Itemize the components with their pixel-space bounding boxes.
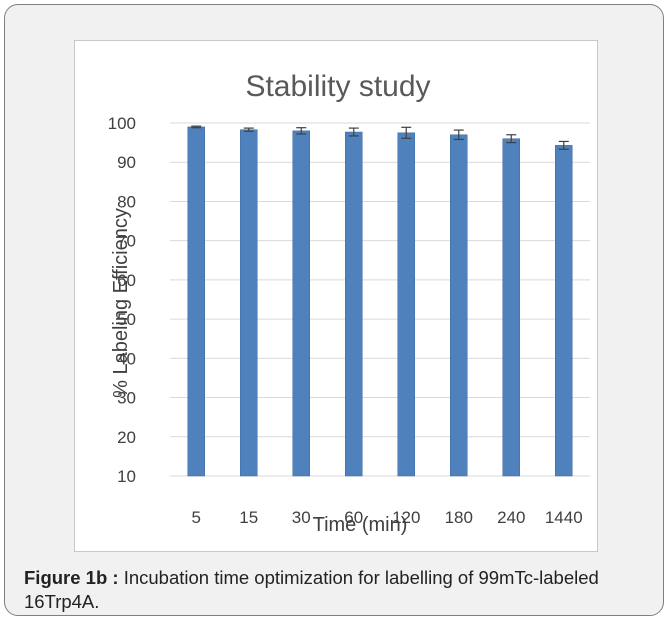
x-tick-label: 120 bbox=[392, 508, 420, 527]
bar bbox=[292, 130, 310, 477]
y-tick-label: 40 bbox=[117, 349, 136, 368]
caption-text: Incubation time optimization for labelli… bbox=[24, 567, 599, 612]
caption-label: Figure 1b : bbox=[24, 567, 119, 588]
y-tick-label: 10 bbox=[117, 467, 136, 486]
x-tick-label: 60 bbox=[344, 508, 363, 527]
y-tick-label: 20 bbox=[117, 428, 136, 447]
bar bbox=[502, 138, 520, 477]
figure-caption: Figure 1b : Incubation time optimization… bbox=[24, 566, 644, 614]
x-tick-label: 180 bbox=[445, 508, 473, 527]
y-tick-label: 60 bbox=[117, 271, 136, 290]
y-tick-label: 100 bbox=[108, 114, 136, 133]
bar bbox=[397, 132, 415, 477]
bar bbox=[555, 145, 573, 477]
y-axis-title: % Labeling Efficiency bbox=[110, 208, 132, 398]
bar bbox=[450, 134, 468, 477]
chart-title: Stability study bbox=[245, 70, 430, 103]
bar-chart: Stability study 10 20 30 40 50 60 70 80 90 100 5 15 3… bbox=[108, 70, 590, 536]
y-tick-label: 50 bbox=[117, 310, 136, 329]
y-tick-label: 70 bbox=[117, 232, 136, 251]
x-tick-label: 5 bbox=[192, 508, 201, 527]
x-tick-label: 15 bbox=[239, 508, 258, 527]
y-tick-label: 80 bbox=[117, 192, 136, 211]
x-tick-label: 240 bbox=[497, 508, 525, 527]
chart-area: Stability study 10 20 30 40 50 60 70 80 90 100 5 15 3… bbox=[74, 40, 598, 552]
y-tick-label: 90 bbox=[117, 153, 136, 172]
x-axis-title: Time (min) bbox=[313, 514, 408, 536]
bar bbox=[240, 129, 258, 477]
y-tick-label: 30 bbox=[117, 389, 136, 408]
bar bbox=[187, 126, 205, 477]
bar bbox=[345, 131, 363, 477]
x-tick-label: 30 bbox=[292, 508, 311, 527]
x-tick-label: 1440 bbox=[545, 508, 583, 527]
